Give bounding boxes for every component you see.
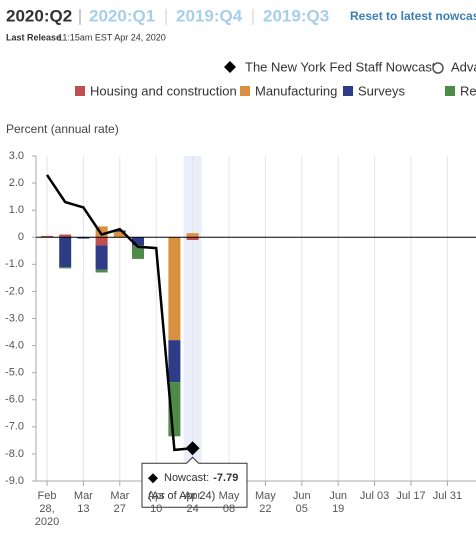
- y-tick-label: -3.0: [5, 312, 24, 324]
- bar-segment: [41, 235, 53, 238]
- tab[interactable]: 2020:Q1: [89, 6, 155, 25]
- x-tick-label: May 08: [218, 490, 240, 515]
- legend-swatch: [445, 86, 455, 96]
- bar-segment: [113, 230, 126, 232]
- y-tick-label: -9.0: [5, 475, 24, 487]
- y-axis-label: Percent (annual rate): [6, 122, 119, 136]
- bar-segment: [59, 237, 72, 268]
- bar-segment: [186, 237, 199, 240]
- x-tick-label: Feb 28, 2020: [34, 490, 60, 528]
- y-tick-label: 0: [18, 231, 24, 243]
- bar-segment: [59, 267, 72, 269]
- reset-link[interactable]: Reset to latest nowcast: [350, 9, 476, 23]
- y-tick-label: -2.0: [5, 285, 24, 297]
- x-tick-label: Mar 13: [73, 490, 93, 515]
- legend-circle: [432, 62, 444, 74]
- y-tick-label: -1.0: [5, 258, 24, 270]
- tooltip-label: Nowcast: -7.79: [164, 472, 238, 484]
- bar-segment: [95, 226, 108, 238]
- y-tick-label: -8.0: [5, 448, 24, 460]
- x-tick-label: Apr 10: [147, 490, 165, 515]
- y-tick-label: 1.0: [9, 204, 24, 216]
- bar-segment: [59, 234, 72, 238]
- legend-label: The New York Fed Staff Nowcast: [245, 59, 436, 74]
- y-tick-label: 3.0: [9, 150, 24, 162]
- x-tick-label: Jun 05: [292, 490, 311, 515]
- y-tick-label: -7.0: [5, 421, 24, 433]
- release-time: 11:15am EST Apr 24, 2020: [58, 32, 166, 42]
- legend-swatch: [343, 86, 353, 96]
- x-tick-label: Jun 19: [329, 490, 348, 515]
- legend-label: Retail and consumption: [460, 83, 476, 98]
- y-tick-label: -6.0: [5, 394, 24, 406]
- bar-segment: [77, 237, 90, 239]
- bar-segment: [95, 245, 108, 270]
- tab[interactable]: 2019:Q3: [263, 6, 329, 25]
- bar-segment: [113, 231, 126, 238]
- legend-label: Surveys: [358, 83, 405, 98]
- tooltip-value: -7.79: [213, 472, 238, 484]
- x-tick-label: Apr 24: [184, 490, 202, 515]
- release-label: Last Release: [6, 32, 61, 42]
- bar-segment: [132, 245, 144, 259]
- tooltip-label-text: Nowcast:: [164, 472, 209, 484]
- tab-active[interactable]: 2020:Q2: [6, 6, 72, 25]
- legend-swatch: [240, 86, 250, 96]
- tooltip-diamond: [148, 473, 158, 484]
- x-tick-label: Jul 31: [432, 490, 463, 502]
- x-tick-label: Mar 27: [110, 490, 130, 515]
- legend-diamond: [224, 61, 236, 73]
- nowcast-line: [45, 174, 193, 452]
- legend-label: Housing and construction: [90, 83, 237, 98]
- y-tick-label: -4.0: [5, 339, 24, 351]
- tooltip-date: (As of Apr 24): [148, 490, 215, 502]
- y-tick-label: 2.0: [9, 177, 24, 189]
- tooltip: Nowcast: -7.79 (As of Apr 24): [141, 456, 248, 508]
- bar-segment: [132, 237, 144, 246]
- nowcast-marker: [185, 441, 200, 456]
- bar-segment: [186, 233, 199, 238]
- bar-segment: [95, 269, 108, 273]
- bar-segment: [168, 340, 181, 383]
- legend-label: Advance GDP estimate: [451, 59, 476, 74]
- y-tick-label: -5.0: [5, 367, 24, 379]
- x-tick-label: May 22: [255, 490, 276, 515]
- legend-label: Manufacturing: [255, 83, 337, 98]
- x-tick-label: Jul 17: [396, 490, 426, 502]
- bar-segment: [95, 237, 108, 246]
- tooltip-box: [141, 456, 248, 508]
- bar-segment: [168, 237, 181, 341]
- legend-swatch: [75, 86, 85, 96]
- x-tick-label: Jul 03: [359, 490, 390, 502]
- tab[interactable]: 2019:Q4: [176, 6, 243, 25]
